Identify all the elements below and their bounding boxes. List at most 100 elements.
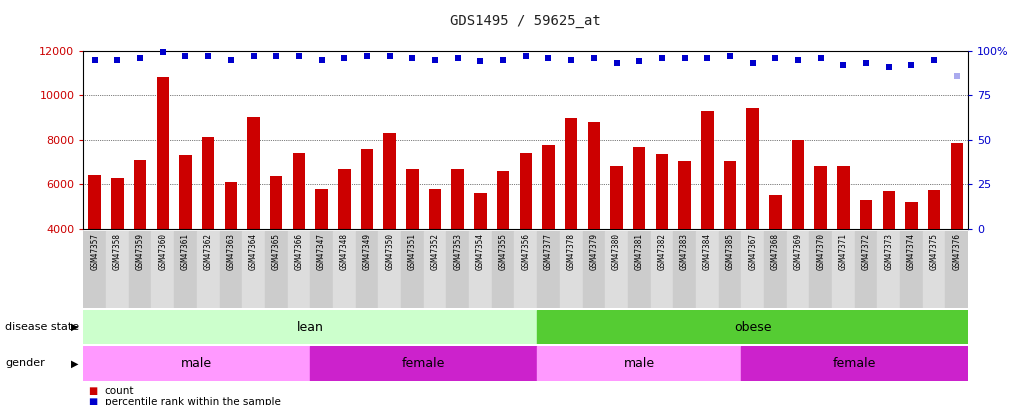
Text: GSM47383: GSM47383 (680, 233, 690, 270)
Bar (787, 231, 810, 308)
Bar (111, 177, 124, 229)
Bar (900, 231, 922, 308)
Bar (247, 117, 259, 229)
Bar (542, 145, 554, 229)
Text: GSM47354: GSM47354 (476, 233, 485, 270)
Bar (673, 231, 696, 308)
Text: GSM47357: GSM47357 (91, 233, 100, 270)
Bar (764, 231, 787, 308)
Text: GSM47382: GSM47382 (657, 233, 666, 270)
Bar (446, 231, 469, 308)
Bar (696, 231, 719, 308)
Text: GSM47365: GSM47365 (272, 233, 281, 270)
Bar (928, 190, 941, 229)
Bar (922, 231, 946, 308)
Text: GSM47359: GSM47359 (135, 233, 144, 270)
Bar (270, 177, 283, 229)
Text: GSM47352: GSM47352 (430, 233, 439, 270)
Bar (746, 108, 759, 229)
Bar (378, 231, 401, 308)
Bar (883, 192, 895, 229)
Text: GSM47369: GSM47369 (793, 233, 802, 270)
Text: GSM47375: GSM47375 (930, 233, 939, 270)
Bar (741, 346, 968, 381)
Bar (810, 231, 832, 308)
Bar (815, 166, 827, 229)
Bar (837, 166, 849, 229)
Bar (583, 231, 605, 308)
Bar (315, 189, 327, 229)
Bar (88, 175, 101, 229)
Bar (492, 231, 515, 308)
Text: ▶: ▶ (71, 358, 78, 369)
Text: GSM47379: GSM47379 (589, 233, 598, 270)
Bar (537, 231, 559, 308)
Text: GSM47371: GSM47371 (839, 233, 848, 270)
Bar (951, 143, 963, 229)
Text: GSM47362: GSM47362 (203, 233, 213, 270)
Bar (220, 231, 242, 308)
Bar (627, 231, 651, 308)
Text: GSM47381: GSM47381 (635, 233, 644, 270)
Bar (356, 231, 378, 308)
Bar (401, 231, 424, 308)
Text: female: female (833, 357, 877, 370)
Text: GSM47347: GSM47347 (317, 233, 326, 270)
Bar (310, 231, 333, 308)
Bar (878, 231, 900, 308)
Bar (859, 200, 873, 229)
Text: GSM47378: GSM47378 (566, 233, 576, 270)
Bar (106, 231, 129, 308)
Text: GSM47350: GSM47350 (385, 233, 395, 270)
Text: GSM47348: GSM47348 (340, 233, 349, 270)
Text: GSM47384: GSM47384 (703, 233, 712, 270)
Bar (792, 140, 804, 229)
Bar (361, 149, 373, 229)
Text: GSM47370: GSM47370 (817, 233, 825, 270)
Bar (429, 189, 441, 229)
Bar (406, 168, 419, 229)
Bar (633, 147, 646, 229)
Bar (588, 122, 600, 229)
Bar (656, 154, 668, 229)
Bar (225, 182, 237, 229)
Bar (701, 111, 714, 229)
Bar (83, 346, 310, 381)
Bar (174, 231, 197, 308)
Text: obese: obese (734, 320, 772, 334)
Text: GSM47367: GSM47367 (749, 233, 758, 270)
Text: GSM47358: GSM47358 (113, 233, 122, 270)
Bar (152, 231, 174, 308)
Bar (537, 310, 968, 344)
Text: ■: ■ (88, 397, 98, 405)
Text: GSM47385: GSM47385 (725, 233, 734, 270)
Text: GSM47372: GSM47372 (861, 233, 871, 270)
Text: GSM47377: GSM47377 (544, 233, 553, 270)
Bar (520, 153, 532, 229)
Bar (605, 231, 627, 308)
Bar (333, 231, 356, 308)
Text: GSM47361: GSM47361 (181, 233, 190, 270)
Text: GSM47374: GSM47374 (907, 233, 916, 270)
Bar (678, 161, 691, 229)
Bar (383, 133, 396, 229)
Bar (474, 193, 487, 229)
Bar (559, 231, 583, 308)
Text: GDS1495 / 59625_at: GDS1495 / 59625_at (451, 14, 601, 28)
Bar (264, 231, 288, 308)
Text: GSM47364: GSM47364 (249, 233, 258, 270)
Text: GSM47368: GSM47368 (771, 233, 780, 270)
Text: GSM47351: GSM47351 (408, 233, 417, 270)
Bar (651, 231, 673, 308)
Bar (338, 168, 351, 229)
Bar (537, 346, 741, 381)
Bar (179, 155, 192, 229)
Text: percentile rank within the sample: percentile rank within the sample (105, 397, 281, 405)
Text: GSM47366: GSM47366 (294, 233, 303, 270)
Bar (610, 166, 622, 229)
Bar (242, 231, 264, 308)
Text: male: male (623, 357, 655, 370)
Text: GSM47353: GSM47353 (454, 233, 463, 270)
Bar (469, 231, 492, 308)
Text: ▶: ▶ (71, 322, 78, 332)
